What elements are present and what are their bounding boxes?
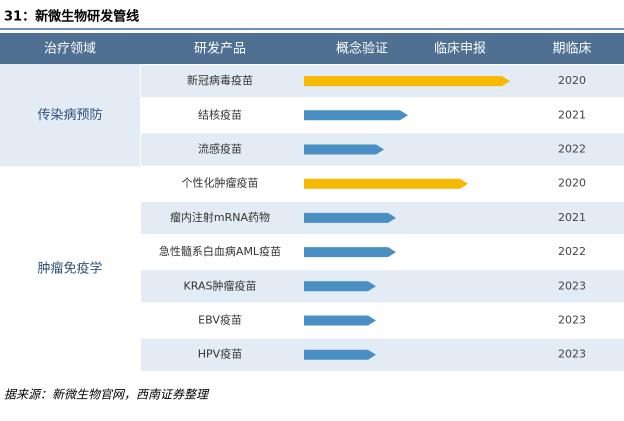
product: 流感疫苗 (198, 142, 242, 156)
arrow (304, 281, 376, 292)
group-name: 肿瘤免疫学 (37, 261, 102, 277)
product: 个性化肿瘤疫苗 (182, 176, 259, 190)
year: 2023 (558, 314, 586, 327)
row-bg (141, 270, 624, 303)
group-name: 传染病预防 (37, 107, 102, 123)
product: EBV疫苗 (198, 313, 242, 327)
product: HPV疫苗 (198, 347, 242, 361)
arrow (304, 247, 396, 258)
arrow (304, 76, 510, 87)
product: 急性髓系白血病AML疫苗 (159, 244, 281, 258)
product: 结核疫苗 (198, 107, 242, 121)
year: 2023 (558, 348, 586, 361)
header-bg (0, 33, 624, 64)
year: 2020 (558, 177, 586, 190)
year: 2020 (558, 74, 586, 87)
arrow (304, 349, 376, 360)
title: 31：新微生物研发管线 (4, 9, 139, 25)
product: 瘤内注射mRNA药物 (170, 210, 270, 224)
arrow (304, 144, 384, 155)
arrow (304, 178, 468, 189)
header-cell: 治疗领域 (44, 42, 96, 57)
group-bg (0, 166, 140, 372)
year: 2022 (558, 245, 586, 258)
group-bg (0, 64, 140, 167)
row-bg (141, 304, 624, 337)
source: 据来源：新微生物官网，西南证券整理 (4, 388, 210, 402)
product: 新冠病毒疫苗 (187, 73, 253, 87)
arrow (304, 110, 408, 121)
header-cell: 概念验证 (336, 41, 388, 57)
header-cell: 研发产品 (194, 41, 246, 57)
row-bg (141, 338, 624, 371)
header-cell: 临床申报 (434, 42, 486, 57)
year: 2023 (558, 279, 586, 292)
product: KRAS肿瘤疫苗 (184, 278, 257, 292)
year: 2022 (558, 143, 586, 156)
year: 2021 (558, 108, 586, 121)
year: 2021 (558, 211, 586, 224)
arrow (304, 212, 396, 223)
header-cell: 期临床 (552, 42, 591, 57)
arrow (304, 315, 376, 326)
